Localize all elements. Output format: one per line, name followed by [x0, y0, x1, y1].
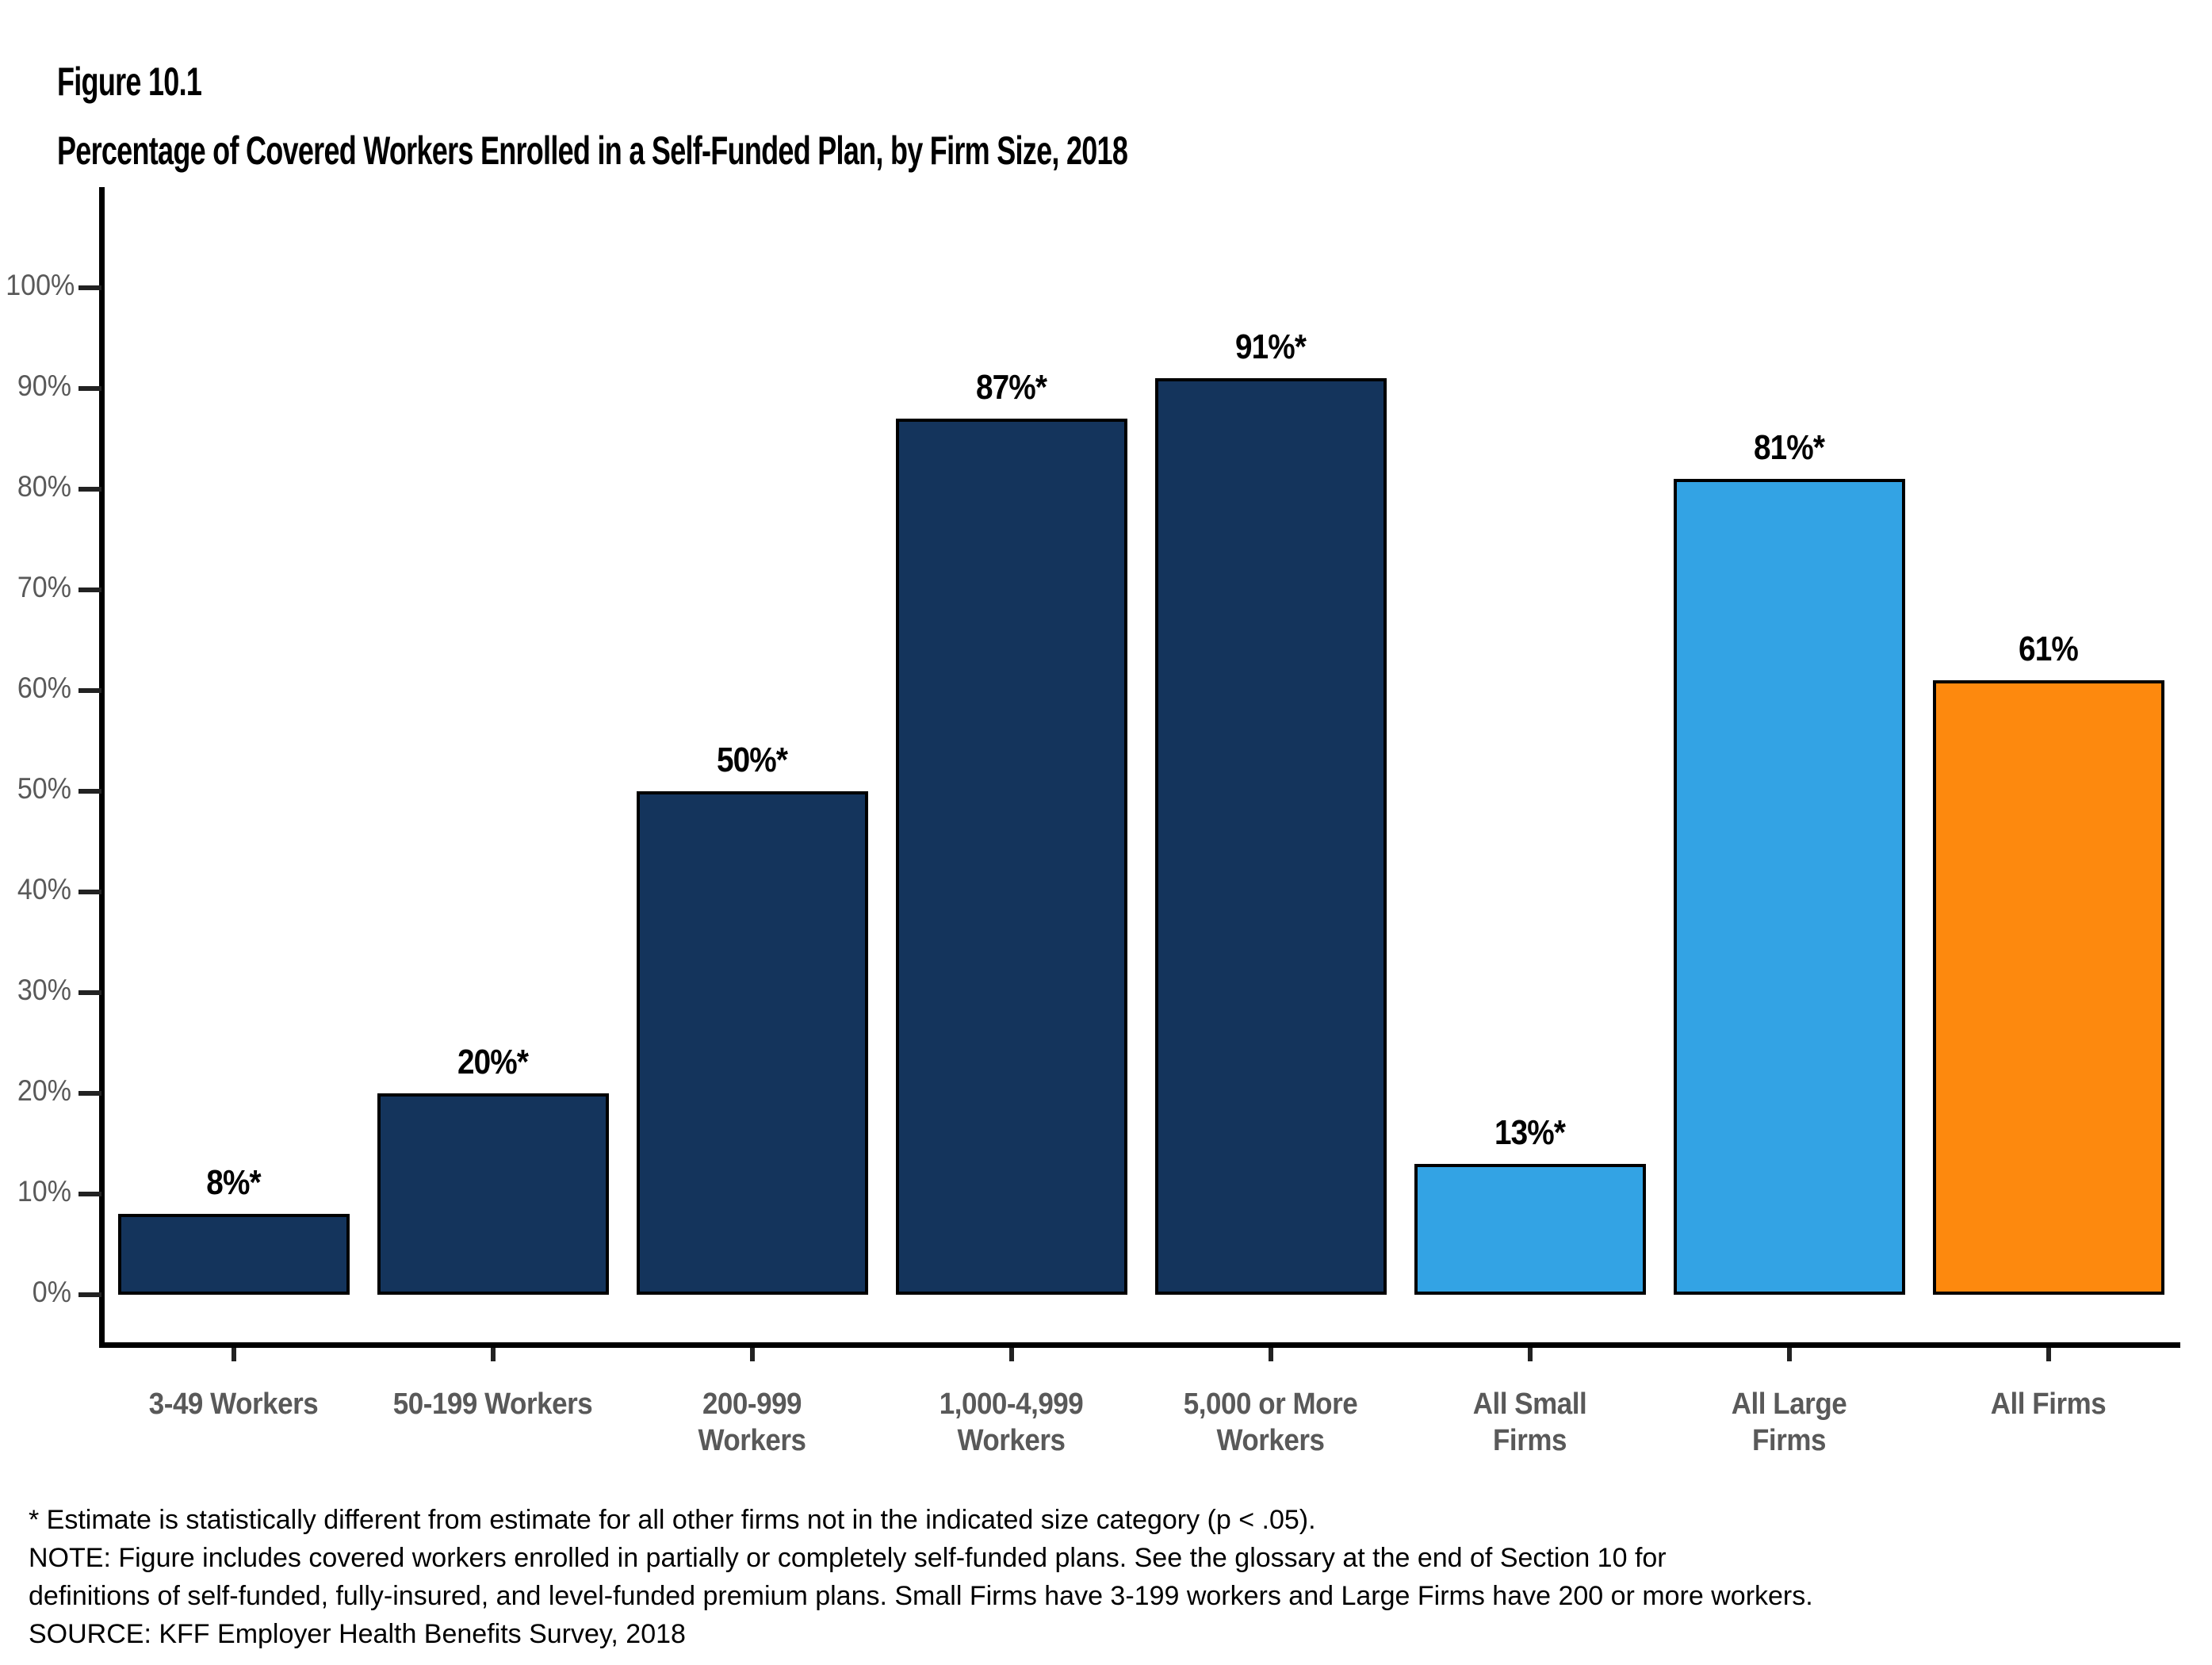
bar-value-label-200-999-workers: 50%*: [716, 741, 788, 779]
y-tick-mark-20: [78, 1091, 101, 1096]
x-axis-line: [99, 1342, 2180, 1348]
y-tick-label-40: 40%: [17, 873, 72, 905]
bar-value-label-all-firms: 61%: [2019, 630, 2079, 669]
x-axis-label-line: Workers: [1216, 1424, 1325, 1458]
x-tick-mark-all-small-firms: [1527, 1348, 1533, 1361]
y-tick-mark-100: [78, 285, 101, 290]
x-axis-label-50-199-workers: 50-199 Workers: [373, 1386, 612, 1422]
x-axis-label-line: Workers: [957, 1424, 1066, 1458]
x-axis-label-200-999-workers: 200-999 Workers: [633, 1386, 871, 1460]
x-axis-label-all-small-firms: All Small Firms: [1410, 1386, 1649, 1460]
y-tick-label-30: 30%: [17, 974, 72, 1006]
y-tick-mark-10: [78, 1192, 101, 1196]
x-axis-label-line: 50-199 Workers: [392, 1388, 593, 1421]
bar-value-label-all-large-firms: 81%*: [1753, 428, 1825, 468]
x-axis-label-line: 1,000-4,999: [939, 1388, 1084, 1421]
bar-value-label-5-000-or-more-workers: 91%*: [1234, 327, 1307, 367]
x-axis-label-line: All Small: [1472, 1388, 1587, 1421]
bar-200-999-workers: [636, 791, 868, 1295]
bar-value-label-all-small-firms: 13%*: [1494, 1112, 1566, 1152]
y-tick-label-50: 50%: [17, 772, 72, 805]
x-tick-mark-5-000-or-more-workers: [1268, 1348, 1273, 1361]
footnote-asterisk: * Estimate is statistically different fr…: [29, 1505, 1316, 1535]
x-axis-label-3-49-workers: 3-49 Workers: [114, 1386, 353, 1422]
y-tick-mark-40: [78, 890, 101, 894]
x-tick-mark-200-999-workers: [749, 1348, 755, 1361]
y-axis-line: [99, 187, 105, 1348]
y-tick-mark-90: [78, 386, 101, 391]
x-axis-label-all-firms: All Firms: [1929, 1386, 2168, 1422]
y-tick-label-90: 90%: [17, 369, 72, 402]
x-axis-label-all-large-firms: All Large Firms: [1670, 1386, 1908, 1460]
x-axis-label-line: 200-999: [702, 1388, 802, 1421]
y-tick-mark-60: [78, 688, 101, 693]
figure-title: Percentage of Covered Workers Enrolled i…: [57, 128, 1128, 173]
x-tick-mark-all-large-firms: [1786, 1348, 1792, 1361]
bar-3-49-workers: [117, 1214, 350, 1295]
bar-all-firms: [1932, 680, 2164, 1295]
x-axis-label-line: Firms: [1752, 1424, 1826, 1458]
x-tick-mark-50-199-workers: [490, 1348, 496, 1361]
x-axis-label-line: 5,000 or More: [1183, 1388, 1358, 1421]
y-tick-label-0: 0%: [32, 1276, 71, 1308]
bar-all-large-firms: [1673, 479, 1905, 1295]
y-tick-label-60: 60%: [17, 672, 72, 704]
footnote-note-line2: definitions of self-funded, fully-insure…: [29, 1581, 1813, 1611]
x-axis-label-line: All Firms: [1990, 1388, 2107, 1421]
y-tick-label-80: 80%: [17, 470, 72, 503]
footnote-note-line1: NOTE: Figure includes covered workers en…: [29, 1543, 1667, 1573]
x-axis-label-line: Firms: [1493, 1424, 1567, 1458]
x-tick-mark-1-000-4-999-workers: [1008, 1348, 1014, 1361]
bar-all-small-firms: [1414, 1163, 1646, 1295]
bar-value-label-50-199-workers: 20%*: [457, 1043, 529, 1081]
bar-value-label-1-000-4-999-workers: 87%*: [975, 368, 1047, 408]
bar-50-199-workers: [377, 1093, 609, 1295]
y-tick-mark-80: [78, 487, 101, 492]
x-tick-mark-all-firms: [2046, 1348, 2051, 1361]
footnotes: * Estimate is statistically different fr…: [29, 1501, 1813, 1653]
x-axis-label-1-000-4-999-workers: 1,000-4,999 Workers: [892, 1386, 1131, 1460]
x-axis-label-line: Workers: [698, 1424, 806, 1458]
y-tick-label-20: 20%: [17, 1074, 72, 1107]
y-tick-label-10: 10%: [17, 1175, 72, 1208]
y-tick-mark-0: [78, 1292, 101, 1297]
y-tick-mark-50: [78, 789, 101, 794]
title-block: Figure 10.1 Percentage of Covered Worker…: [57, 60, 1544, 173]
y-tick-mark-30: [78, 990, 101, 995]
x-axis-label-5-000-or-more-workers: 5,000 or More Workers: [1151, 1386, 1390, 1460]
figure-label: Figure 10.1: [57, 59, 202, 104]
x-axis-label-line: 3-49 Workers: [148, 1388, 319, 1421]
bar-value-label-3-49-workers: 8%*: [206, 1163, 261, 1203]
y-tick-mark-70: [78, 588, 101, 592]
x-tick-mark-3-49-workers: [231, 1348, 236, 1361]
footnote-source: SOURCE: KFF Employer Health Benefits Sur…: [29, 1619, 686, 1649]
y-tick-label-70: 70%: [17, 571, 72, 603]
y-tick-label-100: 100%: [6, 269, 75, 301]
bar-1-000-4-999-workers: [895, 419, 1127, 1295]
x-axis-label-line: All Large: [1731, 1388, 1847, 1421]
bar-5-000-or-more-workers: [1154, 378, 1387, 1295]
